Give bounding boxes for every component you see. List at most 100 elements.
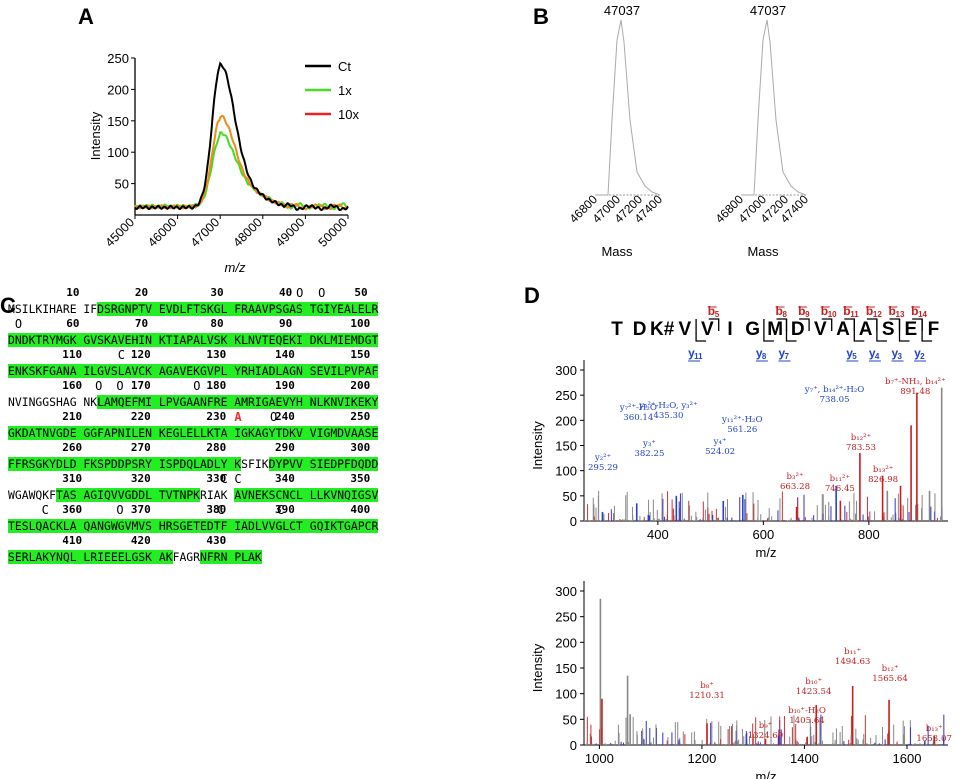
y-ion-label: y [869,346,876,360]
covered-segment: DYPVV SIEDPFDQDD [268,457,379,471]
residue-letter: T [611,319,623,340]
b-ion-label: b [843,304,850,318]
covered-segment: NFRN PLAK [200,550,262,564]
x-tick-label: 48000 [230,215,265,250]
y-ion-sub: 5 [852,352,857,361]
residue-letter: D [791,319,805,340]
legend-label: 1x [338,83,352,98]
position-number: 110 [62,348,83,361]
series-line-1x [134,131,349,211]
panel-letter-d: D [524,283,540,308]
spectrum-annotation-value: 746.45 [825,484,855,494]
spectrum-annotation: b₃²⁺ [787,472,804,482]
sequence-row: 310 320 330 340 350 C C WGAWQKFTAS AGIQVVGDDL T… [8,472,468,505]
panel-letter-a: A [78,4,94,29]
sequence-row: 360 370 380 390 400 C O C C TESLQACKLA QANGWGVMVS… [8,503,468,536]
spectrum-annotation: b₁₃⁺ [926,724,943,734]
b-ion-label: b [708,304,715,318]
position-numbers: 410 420 430 [8,534,468,548]
sequence-row: 160 170 180 190 200 O O O NVINGGSHAG NKLAMQEFMI … [8,379,468,412]
position-number: 150 [350,348,371,361]
spectrum-annotation: b₉⁺ [759,721,772,731]
spectrum-annotation-value: 1494.63 [835,657,871,667]
x-tick-label: 1000 [585,751,614,766]
position-number: 320 [130,472,151,485]
y-ion-sub: 7 [785,352,790,361]
y-tick-label: 50 [563,489,577,504]
position-number: 20 [134,286,149,299]
spectrum-annotation-value: 1423.54 [796,687,832,697]
residue-letter: M [767,319,783,340]
x-tick-label: 45000 [103,215,138,250]
modification-mark: C [234,472,242,486]
position-number: 410 [62,534,83,547]
uncovered-segment: RIAK [200,488,235,502]
b-ion-sub: 5 [715,310,720,319]
uncovered-segment: FAGR [172,550,201,564]
position-number: 330 [206,472,227,485]
b-ion-bracket [708,318,720,331]
position-number: 50 [354,286,368,299]
y-ion-bracket [785,319,797,342]
spectrum-annotation: b₁₁⁺ [844,647,861,657]
position-number: 250 [350,410,371,423]
modification-mark: C [276,503,285,517]
x-axis-label: m/z [756,769,777,779]
uncovered-segment: SFIK [241,457,269,471]
y-ion-bracket [763,319,774,342]
b-ion-bracket [799,318,810,331]
y-tick-label: 150 [107,114,129,129]
position-number: 270 [130,441,151,454]
position-number: 400 [350,503,371,516]
covered-segment: DNDKTRYMGK GVSKAVEHIN KTIAPALVSK KLNVTEQ… [8,333,379,347]
modification-mark: C [217,503,225,517]
position-number: 210 [62,410,83,423]
y-tick-label: 200 [555,635,577,650]
position-number: 280 [206,441,227,454]
modification-mark: O [270,410,278,424]
y-ion-bracket [853,319,865,342]
y-tick-label: 250 [555,610,577,625]
y-tick-label: 0 [570,514,577,529]
panel-a-chart: 50 100 150 200 250 45000 46000 47000 48000 49000 5… [88,51,359,275]
position-number: 70 [134,317,149,330]
b-ion-sub: 9 [805,310,810,319]
modification-mark: C [117,348,125,362]
sequence-line: MSILKIHARE IFDSRGNPTV EVDLFTSKGL FRAAVPS… [8,300,379,319]
y-tick-label: 100 [555,464,577,479]
modification-mark: O [116,379,124,393]
spectrum-annotation: b₈⁺ [700,681,713,691]
mass-peak [595,19,661,196]
covered-segment: AVNEKSCNCL LLKVNQIGSV [234,488,379,502]
modification-mark: O [296,286,304,300]
x-tick-label: 49000 [273,215,308,250]
y-tick-label: 0 [570,738,577,753]
x-axis-label: Mass [601,244,633,259]
y-ion-label: y [779,346,786,360]
residue-letter: S [882,319,895,340]
legend-label: 10x [338,107,359,122]
y-ion-sub: 4 [875,352,880,361]
sequence-line: ENKSKFGANA ILGVSLAVCK AGAVEKGVPL YRHIADL… [8,362,379,381]
spectrum-annotation: b₁₂⁺ [882,664,899,674]
covered-segment: SERLAKYNQL LRIEEELGSK AK [8,550,173,564]
covered-segment: TESLQACKLA QANGWGVMVS HRSGETEDTF IADLVVG… [8,519,379,533]
legend-label: Ct [338,59,351,74]
spectrum-annotation-value: 1653.07 [916,734,952,744]
spectrum-annotation: y₇²⁺-H₂O [619,403,657,413]
residue-letter: A [836,319,850,340]
y-tick-label: 150 [555,439,577,454]
modification-mark: O [116,503,124,517]
spectrum-annotation-value: 738.05 [820,395,850,405]
position-number: 380 [206,503,227,516]
covered-segment: DSRGNPTV EVDLFTSKGL FRAAVPSGAS TGIYEALEL… [97,302,379,316]
position-numbers: 310 320 330 340 350 [8,472,468,486]
spectrum-annotation: y₈²⁺-H₂O, y₃²⁺ [638,401,697,411]
position-numbers: 110 120 130 140 150 [8,348,468,362]
spectrum-annotation-value: 295.29 [588,463,618,473]
spectrum-annotation: b₁₀⁺ [805,677,822,687]
x-tick-label: 1600 [893,751,922,766]
x-tick-label: 800 [858,527,880,542]
spectrum-annotation-value: 524.02 [705,447,735,457]
